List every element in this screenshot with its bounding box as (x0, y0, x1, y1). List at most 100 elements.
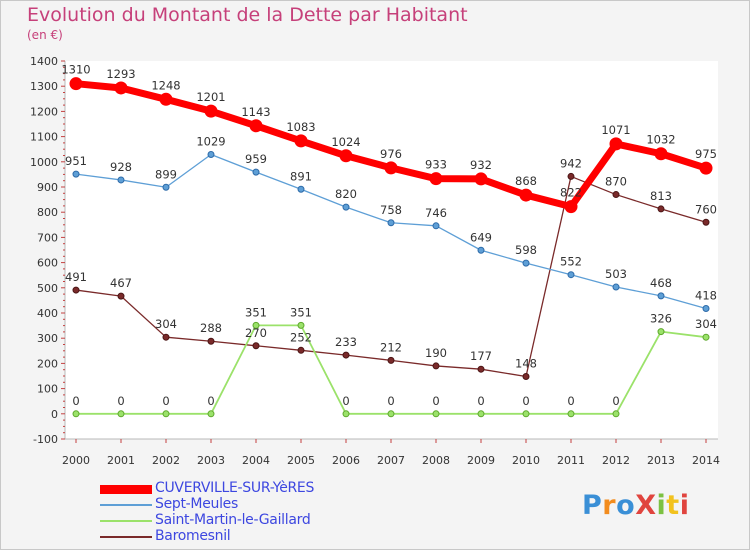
data-label: 813 (650, 189, 672, 203)
y-tick-label: -100 (33, 433, 58, 446)
data-label: 468 (650, 276, 672, 290)
data-label: 0 (612, 394, 619, 408)
data-label: 0 (117, 394, 124, 408)
data-label: 0 (387, 394, 394, 408)
data-point (474, 172, 488, 186)
data-label: 0 (522, 394, 529, 408)
y-tick-label: 700 (37, 231, 58, 244)
proxiti-logo: ProXiti (582, 490, 689, 521)
data-point (567, 410, 575, 418)
data-label: 951 (65, 154, 87, 168)
data-label: 1248 (151, 78, 180, 92)
data-point (432, 222, 440, 230)
x-tick-label: 2009 (467, 454, 495, 467)
data-label: 491 (65, 270, 87, 284)
data-label: 0 (477, 394, 484, 408)
data-label: 870 (605, 175, 627, 189)
data-label: 1071 (601, 123, 630, 137)
data-label: 252 (290, 330, 312, 344)
data-point (294, 134, 308, 148)
data-point (342, 203, 350, 211)
legend-label-saint-martin: Saint-Martin-le-Gaillard (155, 512, 311, 528)
data-label: 933 (425, 158, 447, 172)
data-point (342, 410, 350, 418)
data-label: 233 (335, 335, 357, 349)
data-point (297, 185, 305, 193)
data-point (117, 292, 125, 300)
data-point (162, 410, 170, 418)
logo-letter: X (635, 490, 657, 521)
data-point (432, 362, 440, 370)
data-label: 304 (155, 317, 177, 331)
data-label: 148 (515, 357, 537, 371)
data-point (207, 337, 215, 345)
data-point (612, 191, 620, 199)
x-tick-label: 2002 (152, 454, 180, 467)
data-label: 1024 (331, 135, 360, 149)
y-tick-label: 600 (37, 257, 58, 270)
data-label: 942 (560, 156, 582, 170)
data-label: 975 (695, 147, 717, 161)
data-point (429, 172, 443, 186)
data-point (702, 333, 710, 341)
y-tick-label: 100 (37, 383, 58, 396)
x-tick-label: 2007 (377, 454, 405, 467)
data-label: 552 (560, 255, 582, 269)
legend-label-sept-meules: Sept-Meules (155, 496, 238, 512)
data-label: 418 (695, 288, 717, 302)
data-label: 467 (110, 276, 132, 290)
legend-label-baromesnil: Baromesnil (155, 528, 231, 544)
data-label: 1029 (196, 134, 225, 148)
data-label: 1143 (241, 105, 270, 119)
data-label: 326 (650, 312, 672, 326)
y-tick-label: 900 (37, 181, 58, 194)
data-label: 649 (470, 230, 492, 244)
data-point (207, 410, 215, 418)
logo-letter: i (679, 490, 690, 521)
data-point (207, 150, 215, 158)
x-tick-label: 2001 (107, 454, 135, 467)
logo-letter: P (582, 490, 603, 521)
data-label: 760 (695, 202, 717, 216)
data-point (657, 328, 665, 336)
data-label: 177 (470, 349, 492, 363)
y-tick-label: 300 (37, 332, 58, 345)
data-label: 1310 (61, 63, 90, 77)
x-tick-label: 2013 (647, 454, 675, 467)
x-tick-label: 2012 (602, 454, 630, 467)
data-label: 503 (605, 267, 627, 281)
chart-title: Evolution du Montant de la Dette par Hab… (27, 4, 468, 26)
data-point (252, 321, 260, 329)
data-point (117, 176, 125, 184)
data-point (297, 346, 305, 354)
data-label: 976 (380, 147, 402, 161)
data-label: 868 (515, 174, 537, 188)
data-point (477, 410, 485, 418)
data-point (654, 147, 668, 161)
data-point (249, 119, 263, 133)
logo-letter: o (616, 490, 636, 521)
data-point (612, 283, 620, 291)
x-tick-label: 2014 (692, 454, 720, 467)
x-tick-label: 2011 (557, 454, 585, 467)
data-point (114, 81, 128, 95)
x-tick-label: 2005 (287, 454, 315, 467)
data-label: 820 (335, 187, 357, 201)
data-point (72, 286, 80, 294)
data-label: 0 (207, 394, 214, 408)
data-label: 0 (72, 394, 79, 408)
data-point (657, 292, 665, 300)
logo-letter: r (602, 490, 617, 521)
data-point (72, 170, 80, 178)
x-tick-label: 2000 (62, 454, 90, 467)
data-point (657, 205, 665, 213)
data-label: 351 (245, 305, 267, 319)
data-point (567, 271, 575, 279)
data-label: 899 (155, 167, 177, 181)
x-tick-label: 2010 (512, 454, 540, 467)
x-tick-label: 2003 (197, 454, 225, 467)
data-point (522, 259, 530, 267)
data-label: 598 (515, 243, 537, 257)
data-label: 190 (425, 346, 447, 360)
data-point (702, 304, 710, 312)
